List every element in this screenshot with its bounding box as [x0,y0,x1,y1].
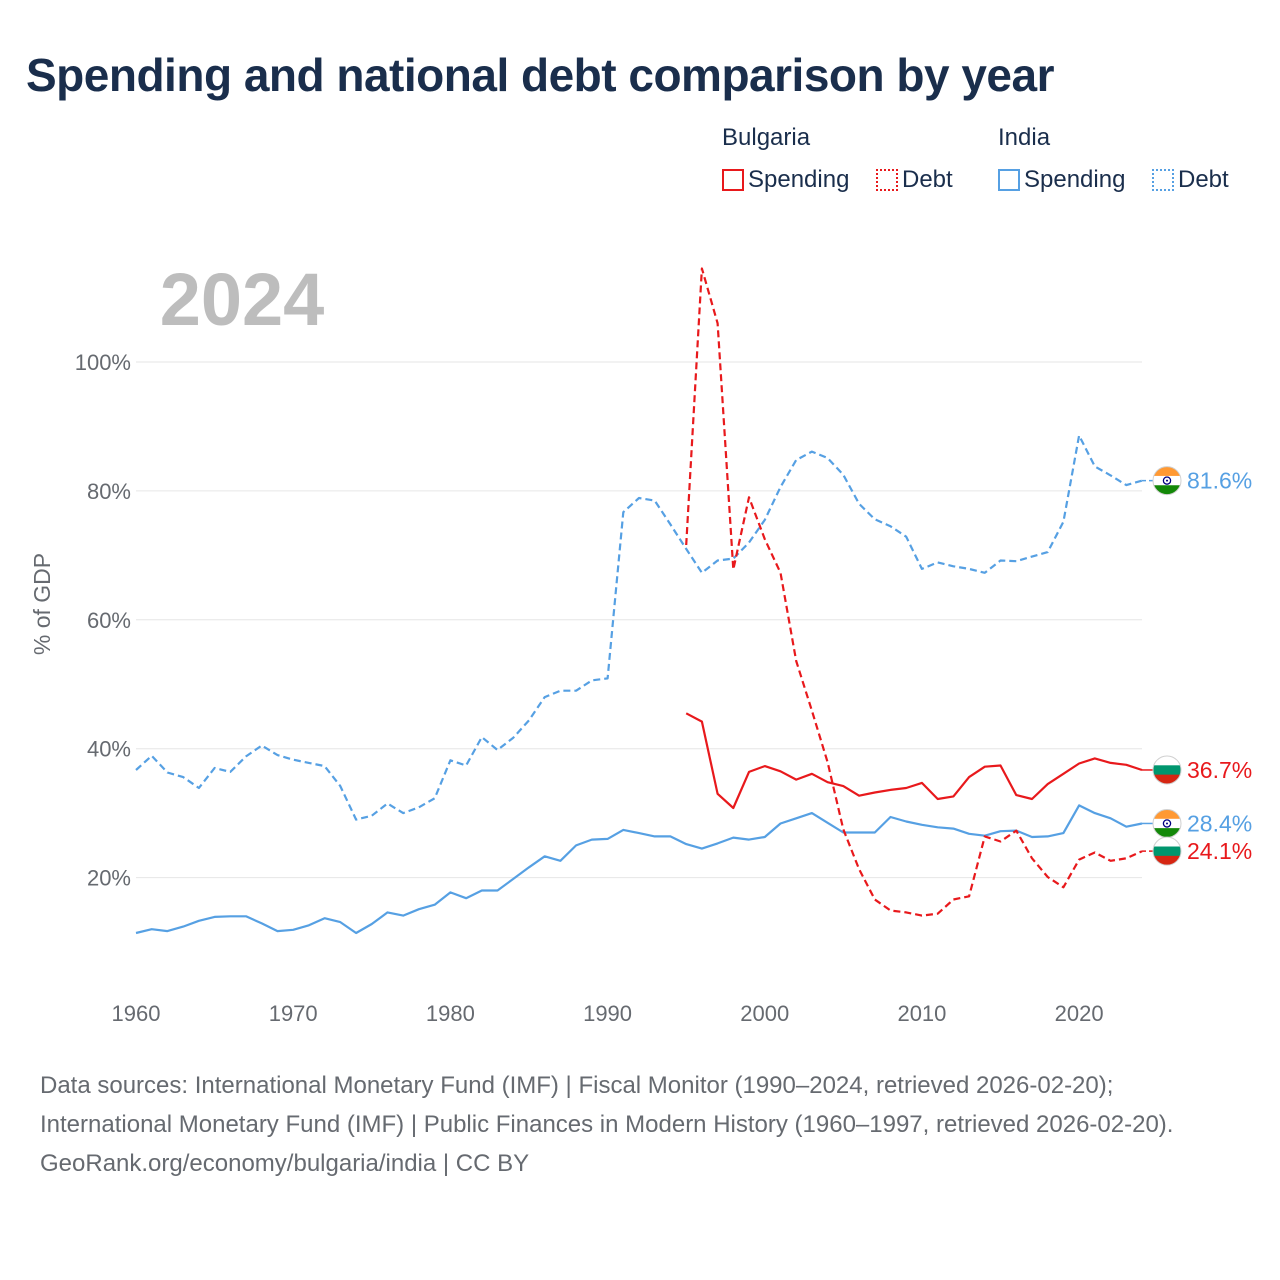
x-tick-label: 2010 [897,1001,946,1026]
footer: Data sources: International Monetary Fun… [40,1066,1240,1183]
x-axis: 1960 1970 1980 1990 2000 2010 2020 [112,1001,1104,1026]
legend-bulgaria-debt[interactable]: Debt [876,164,953,196]
year-watermark: 2024 [160,258,325,341]
x-tick-label: 1970 [269,1001,318,1026]
y-tick-label: 40% [87,737,131,762]
series-line-bulgaria-debt[interactable] [685,267,1143,917]
chart-area: 2024 20% 40% 60% 80% 100% 1960 1970 1980 1990 20… [29,258,1252,1026]
series-line-india-spending[interactable] [135,804,1143,935]
legend-swatch-solid-icon [998,169,1020,191]
x-tick-label: 2020 [1055,1001,1104,1026]
legend-swatch-dotted-icon [876,169,898,191]
india-flag-icon [1152,466,1182,496]
y-axis: 20% 40% 60% 80% 100% [75,350,131,891]
end-value-label: 81.6% [1187,468,1252,494]
legend-india-debt[interactable]: Debt [1152,164,1229,196]
x-tick-label: 2000 [740,1001,789,1026]
end-value-label: 28.4% [1187,810,1252,836]
x-tick-label: 1960 [112,1001,161,1026]
series-line-india-debt[interactable] [135,434,1143,821]
legend-group-bulgaria: Bulgaria [722,124,811,151]
bulgaria-flag-icon [1152,755,1182,785]
legend-bulgaria-spending[interactable]: Spending [722,164,849,196]
legend-swatch-solid-icon [722,169,744,191]
x-tick-label: 1980 [426,1001,475,1026]
y-tick-label: 100% [75,350,131,375]
legend-label: Spending [748,166,850,193]
data-sources: Data sources: International Monetary Fun… [40,1072,1174,1138]
y-tick-label: 20% [87,866,131,891]
credit-line[interactable]: GeoRank.org/economy/bulgaria/india | CC … [40,1150,530,1177]
grid-lines [136,361,1142,879]
legend-label: Debt [902,166,953,193]
y-axis-label: % of GDP [29,553,55,655]
y-tick-label: 80% [87,479,131,504]
x-tick-label: 1990 [583,1001,632,1026]
end-labels: 81.6% 28.4%24.1% 36.7% [1142,466,1252,866]
series-layer [135,267,1143,935]
legend-label: Spending [1024,166,1126,193]
series-line-bulgaria-spending[interactable] [685,712,1143,810]
chart-title: Spending and national debt comparison by… [26,49,1055,101]
legend-india-spending[interactable]: Spending [998,164,1125,196]
end-value-label: 24.1% [1187,838,1252,864]
legend-group-india: India [998,124,1051,151]
legend-label: Debt [1178,166,1229,193]
india-flag-icon [1152,808,1182,838]
y-tick-label: 60% [87,608,131,633]
legend-swatch-dotted-icon [1152,169,1174,191]
bulgaria-flag-icon [1152,836,1182,866]
end-value-label: 36.7% [1187,757,1252,783]
